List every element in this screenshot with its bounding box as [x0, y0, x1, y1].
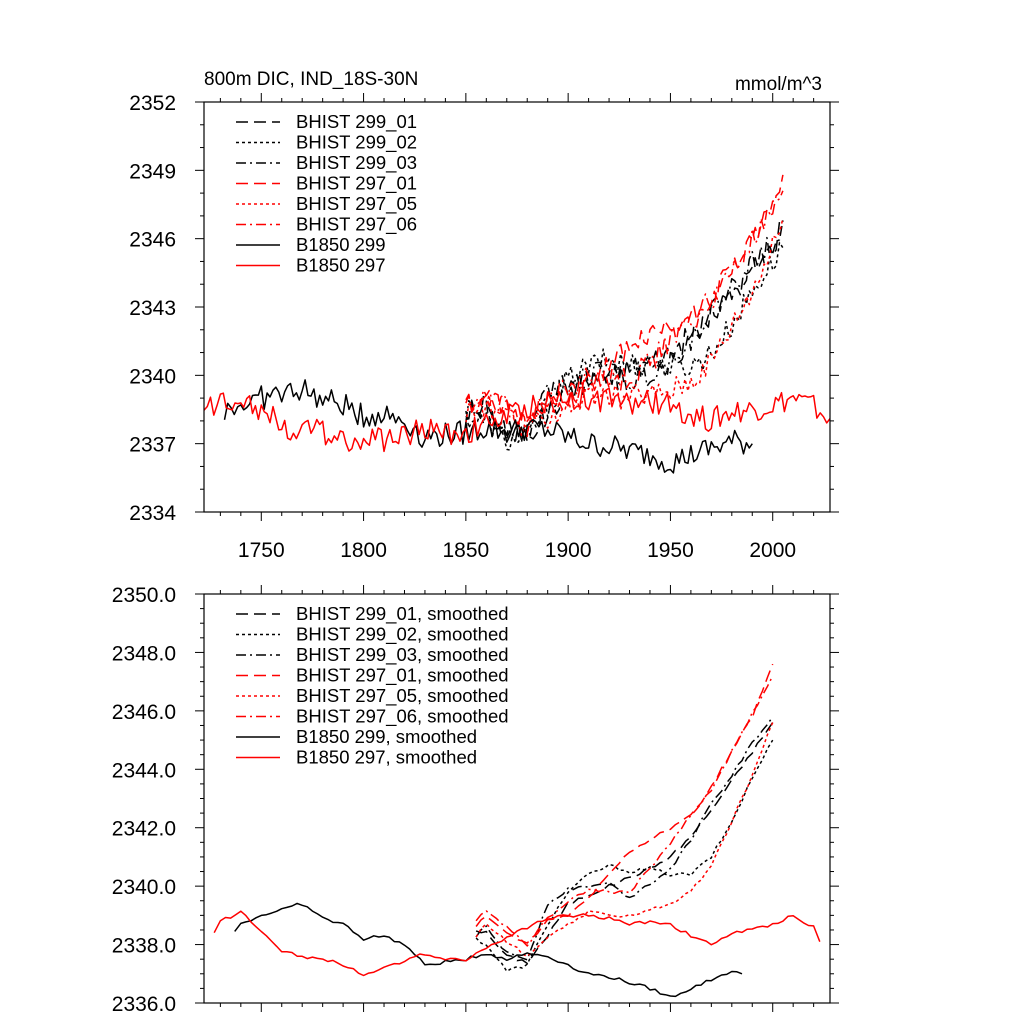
series-line-3 [475, 716, 774, 961]
series-group [204, 174, 830, 474]
y-tick-label: 2344.0 [112, 759, 176, 782]
y-tick-label: 2349 [129, 160, 176, 183]
x-tick-label: 1750 [238, 539, 285, 562]
y-tick-label: 2342.0 [112, 818, 176, 841]
legend-label: BHIST 299_01 [296, 111, 417, 133]
units-label: mmol/m^3 [735, 74, 822, 95]
series-line-6 [465, 190, 784, 435]
chart-title: 800m DIC, IND_18S-30N [204, 69, 418, 90]
series-line-1 [465, 217, 784, 444]
bottom-panel: 2336.0 2338.0 2340.0 2342.0 2344.0 2346.0 2348… [112, 584, 839, 1016]
legend-label: BHIST 297_06, smoothed [296, 706, 509, 728]
y-tick-label: 2348.0 [112, 642, 176, 665]
series-line-7 [234, 902, 743, 998]
y-tick-label: 2352 [129, 92, 176, 115]
series-line-8 [204, 385, 830, 453]
legend-label: BHIST 297_06 [296, 214, 417, 236]
y-tick-label: 2346.0 [112, 701, 176, 724]
series-line-2 [465, 241, 784, 451]
series-line-5 [475, 722, 774, 957]
x-tick-label: 1850 [442, 539, 489, 562]
y-tick-label: 2350.0 [112, 584, 176, 607]
y-tick-label: 2336.0 [112, 993, 176, 1016]
legend-label: BHIST 297_05, smoothed [296, 685, 509, 707]
series-line-2 [475, 739, 774, 973]
legend-label: B1850 299, smoothed [296, 726, 477, 747]
y-tick-label: 2346 [129, 229, 176, 252]
x-tick-label: 2000 [749, 539, 796, 562]
legend-label: BHIST 297_05 [296, 193, 417, 215]
legend-label: B1850 297 [296, 255, 386, 276]
legend-label: BHIST 299_01, smoothed [296, 603, 509, 625]
series-line-3 [465, 220, 784, 442]
y-tick-label: 2337 [129, 434, 176, 457]
series-line-8 [213, 910, 821, 977]
x-tick-label: 1800 [340, 539, 387, 562]
legend-label: BHIST 297_01, smoothed [296, 665, 509, 687]
legend-label: B1850 299 [296, 234, 386, 255]
legend-label: BHIST 299_03, smoothed [296, 644, 509, 666]
x-tick-label: 1950 [647, 539, 694, 562]
y-tick-label: 2338.0 [112, 935, 176, 958]
legend-label: BHIST 299_03 [296, 152, 417, 174]
legend-label: BHIST 299_02 [296, 132, 417, 154]
legend-label: BHIST 297_01 [296, 173, 417, 195]
series-line-1 [475, 722, 774, 965]
series-line-4 [475, 663, 774, 944]
y-tick-label: 2340.0 [112, 876, 176, 899]
series-line-6 [475, 675, 774, 947]
x-tick-label: 1900 [545, 539, 592, 562]
legend-label: BHIST 299_02, smoothed [296, 624, 509, 646]
series-group [213, 663, 821, 998]
top-panel: 1750 1800 1850 1900 1950 2000 2334 2337 2340 2343… [129, 69, 839, 562]
series-line-5 [465, 218, 784, 438]
y-tick-label: 2343 [129, 297, 176, 320]
y-tick-label: 2340 [129, 365, 176, 388]
y-tick-label: 2334 [129, 502, 176, 525]
legend-label: B1850 297, smoothed [296, 747, 477, 768]
